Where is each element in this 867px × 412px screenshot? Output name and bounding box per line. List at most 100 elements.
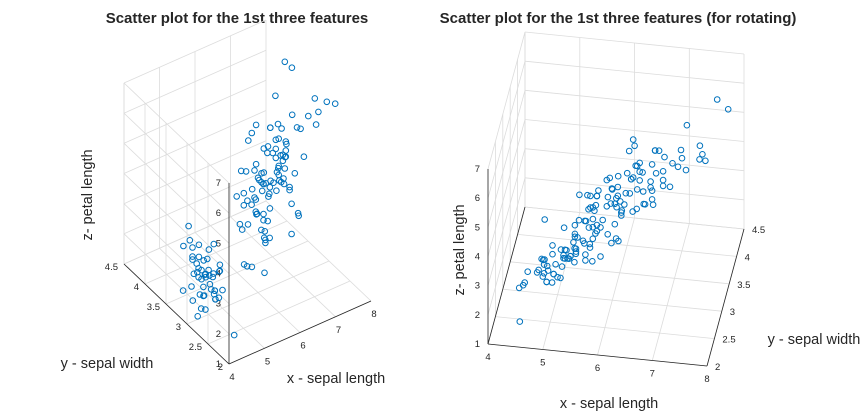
z-tick-label: 6	[216, 208, 221, 219]
scatter-point	[215, 294, 223, 302]
scatter-point	[261, 228, 269, 235]
scatter-point	[576, 191, 583, 199]
grid-line-y-floor	[186, 260, 330, 325]
scatter-point	[180, 242, 187, 250]
grid-line-x-floor	[159, 248, 265, 349]
scatter-point	[561, 255, 569, 262]
scatter-point	[315, 108, 322, 116]
scatter-point	[571, 258, 578, 266]
scatter-point	[189, 244, 196, 251]
z-tick-label: 3	[216, 299, 221, 310]
scatter-point	[202, 306, 209, 313]
scatter-point	[273, 187, 280, 194]
scatter-point	[252, 121, 260, 129]
scatter-point	[245, 137, 252, 144]
scatter-point	[584, 191, 591, 199]
scatter-point	[696, 156, 703, 163]
scatter-point	[557, 274, 564, 282]
scatter-point	[647, 178, 654, 185]
z-tick-label: 2	[216, 329, 221, 340]
scatter-point	[248, 201, 255, 208]
y-axis-line	[123, 263, 230, 365]
z-tick-label: 4	[475, 252, 480, 263]
scatter-point	[515, 284, 523, 292]
scatter-point	[200, 283, 207, 291]
x-axis-label-left: x - sepal length	[287, 371, 385, 387]
scatter-point	[589, 258, 596, 265]
scatter-point	[216, 268, 223, 275]
scatter-point	[260, 216, 267, 224]
y-tick-label: 4	[134, 282, 139, 293]
y-tick-label: 3.5	[737, 280, 750, 291]
scatter-point	[270, 179, 277, 186]
scatter-point	[516, 318, 524, 325]
y-tick-label: 2	[715, 362, 720, 373]
scatter-point	[186, 237, 194, 244]
scatter-point	[190, 270, 198, 278]
scatter-point	[300, 153, 308, 160]
x-axis-line	[228, 300, 372, 365]
scatter-point	[570, 239, 577, 246]
grid-line-z-wall-y	[123, 19, 267, 84]
scatter-point	[266, 184, 274, 191]
scatter-point	[251, 167, 258, 174]
y-tick-label: 2.5	[722, 335, 735, 346]
scatter-point	[659, 176, 667, 184]
scatter-point	[550, 270, 557, 278]
scatter-point	[647, 184, 654, 191]
scatter-point	[288, 64, 296, 71]
scatter-point	[185, 222, 192, 230]
scatter-point	[206, 280, 214, 288]
scatter-point	[669, 160, 676, 167]
z-tick-label: 2	[475, 310, 480, 321]
scatter-point	[713, 96, 721, 103]
scatter-point	[288, 111, 296, 119]
grid-line-z-wall-y	[123, 200, 267, 265]
y-axis-line-right	[706, 228, 745, 367]
scatter-point	[273, 168, 281, 176]
scatter-point	[252, 160, 260, 168]
scatter-point	[603, 203, 611, 210]
z-tick-label: 5	[216, 238, 221, 249]
scatter-point	[288, 230, 295, 238]
scatter-point	[585, 224, 593, 231]
scatter-point	[251, 194, 258, 201]
grid-right	[487, 31, 745, 367]
scatter-point	[197, 305, 205, 312]
scatter-point	[275, 135, 283, 142]
scatter-point	[666, 183, 674, 191]
scatter-point	[262, 239, 269, 247]
scatter-point	[258, 187, 266, 195]
scatter-point	[540, 261, 548, 268]
scatter-point	[561, 246, 569, 254]
x-tick-label: 8	[704, 374, 709, 385]
x-tick-label: 5	[265, 356, 270, 367]
scatter-point	[655, 147, 663, 154]
y-tick-label: 4.5	[752, 225, 765, 236]
scatter-point	[565, 255, 573, 263]
grid-line-y-floor	[495, 316, 715, 339]
scatter-point	[206, 272, 213, 279]
scatter-point	[297, 125, 304, 133]
grid-line-z-wall-x	[123, 82, 230, 184]
scatter-point	[724, 106, 732, 113]
scatter-point	[622, 189, 630, 197]
scatter-point	[629, 136, 637, 143]
scatter-point	[549, 250, 556, 258]
points-right	[515, 96, 732, 325]
y-tick-label: 3	[730, 307, 735, 318]
scatter-point	[198, 266, 205, 274]
scatter-point	[586, 244, 594, 251]
y-tick-label: 2	[218, 362, 223, 373]
grid-line-z-wall-y	[123, 110, 267, 174]
scatter-point	[659, 182, 667, 190]
chart-title-left: Scatter plot for the 1st three features	[106, 10, 369, 27]
points-left	[179, 58, 339, 339]
scatter-point	[558, 263, 566, 270]
grid-line-x-floor	[651, 223, 690, 361]
grid-line-x-floor	[265, 200, 372, 302]
scatter-point	[275, 164, 282, 172]
z-tick-label: 7	[216, 178, 221, 189]
